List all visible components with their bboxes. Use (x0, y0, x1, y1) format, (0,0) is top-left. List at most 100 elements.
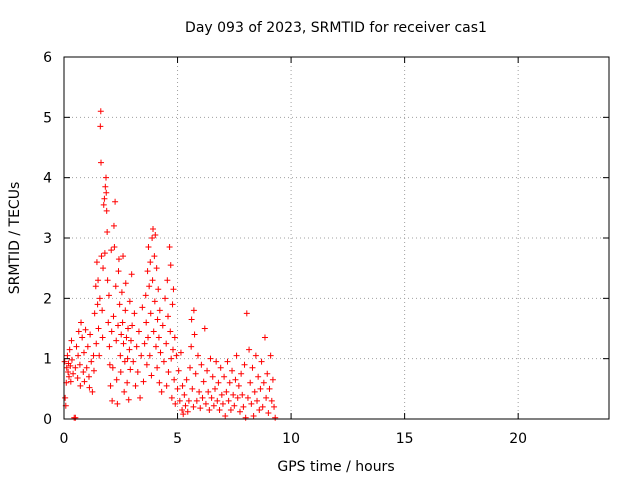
data-point (242, 414, 249, 421)
data-point (159, 322, 166, 329)
data-point (171, 376, 178, 383)
data-point (168, 394, 175, 401)
data-point (112, 283, 119, 290)
data-point (117, 368, 124, 375)
data-point (165, 368, 172, 375)
data-point (184, 408, 191, 415)
data-point (73, 343, 80, 350)
data-point (149, 277, 156, 284)
axis-ticks: 0 5 10 15 20 0 1 2 3 4 5 6 (43, 50, 609, 447)
chart-title: Day 093 of 2023, SRMTID for receiver cas… (185, 20, 487, 36)
data-point (127, 366, 134, 373)
data-point (105, 319, 112, 326)
data-point (142, 292, 149, 299)
data-point (260, 379, 267, 386)
data-point (108, 328, 115, 335)
data-point (88, 358, 95, 365)
grid-lines (64, 57, 609, 419)
data-point (123, 334, 130, 341)
data-point (98, 159, 105, 166)
data-point (70, 370, 77, 377)
data-point (189, 385, 196, 392)
data-point (148, 372, 155, 379)
data-point (182, 402, 189, 409)
data-point (170, 346, 176, 353)
data-point (130, 358, 137, 365)
data-point (61, 358, 68, 365)
data-point (193, 397, 200, 404)
data-point (150, 328, 157, 335)
data-point (168, 355, 175, 362)
data-point (139, 304, 146, 311)
data-point (190, 307, 197, 314)
data-point (204, 367, 211, 374)
data-point (156, 307, 163, 314)
data-point (62, 394, 69, 401)
data-point (143, 361, 150, 368)
x-axis-label: GPS time / hours (277, 459, 394, 475)
data-point (256, 406, 263, 413)
data-point (103, 189, 110, 196)
data-point (146, 283, 153, 290)
data-point (263, 394, 270, 401)
data-point (157, 349, 164, 356)
data-point (169, 301, 176, 308)
data-point (174, 385, 181, 392)
data-point (138, 352, 145, 359)
data-point (129, 322, 136, 329)
y-tick-label: 5 (43, 110, 52, 126)
data-point (214, 397, 221, 404)
data-point (249, 364, 256, 371)
data-point (180, 411, 187, 418)
data-point (79, 334, 86, 341)
data-point (109, 397, 116, 404)
data-point (151, 298, 158, 305)
data-point (96, 352, 103, 359)
data-point (230, 391, 237, 398)
data-point (208, 394, 215, 401)
data-point (122, 280, 129, 287)
data-point (104, 228, 111, 235)
data-point (221, 373, 228, 380)
data-point (224, 358, 231, 365)
data-point (192, 370, 199, 377)
data-point (272, 414, 279, 421)
data-point (102, 183, 109, 190)
data-point (111, 244, 118, 251)
data-point (197, 405, 204, 412)
data-point (255, 373, 262, 380)
data-point (187, 364, 194, 371)
data-point (202, 400, 209, 407)
data-point (212, 385, 219, 392)
data-point (121, 358, 128, 365)
data-point (247, 379, 254, 386)
data-point (95, 277, 102, 284)
y-tick-label: 4 (43, 171, 52, 187)
data-point (252, 352, 259, 359)
data-point (158, 388, 165, 395)
x-tick-label: 15 (396, 431, 414, 447)
data-point (98, 253, 105, 260)
data-point (165, 313, 172, 320)
data-point (101, 195, 108, 202)
data-point (223, 388, 230, 395)
data-point (162, 295, 169, 302)
data-point (267, 352, 274, 359)
data-point (121, 388, 128, 395)
data-point (149, 235, 156, 241)
data-point (205, 388, 212, 395)
data-point (194, 352, 201, 359)
data-point (100, 265, 107, 272)
data-point (200, 378, 207, 385)
data-point (103, 207, 110, 214)
data-point (80, 368, 87, 375)
data-point (92, 283, 99, 290)
data-point (97, 108, 104, 115)
data-point (141, 340, 148, 347)
data-point (167, 328, 174, 335)
data-point (222, 412, 229, 419)
data-point (120, 253, 127, 260)
data-point (179, 382, 186, 389)
data-point (116, 301, 123, 308)
